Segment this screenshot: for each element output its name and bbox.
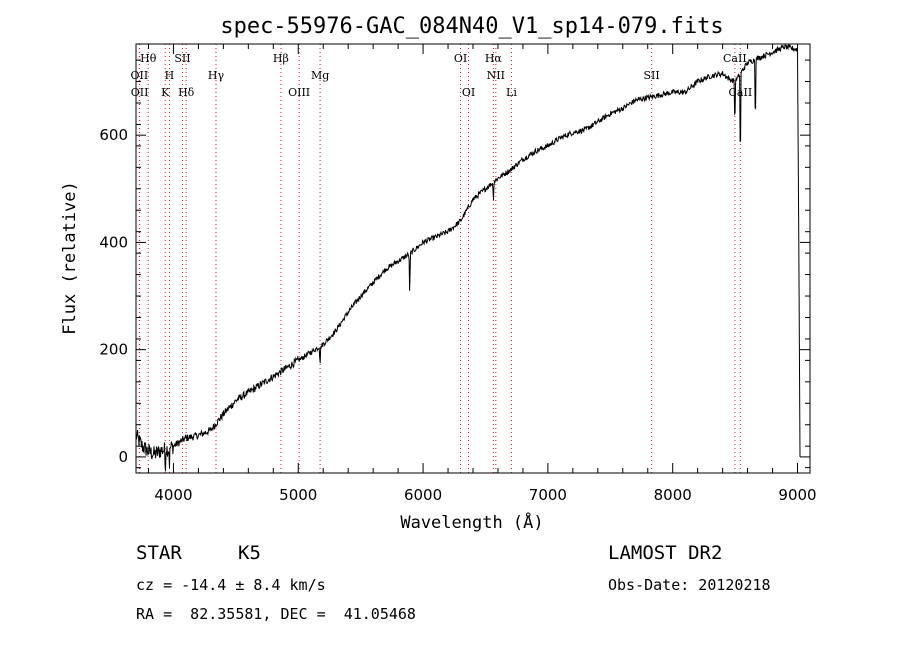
spectral-line-label: OII — [131, 86, 149, 99]
spectral-line-label: SII — [174, 52, 190, 65]
spectral-line-label: Hγ — [208, 69, 225, 82]
x-tick-label: 8000 — [654, 486, 692, 504]
y-tick-label: 400 — [99, 233, 128, 251]
x-tick-label: 9000 — [778, 486, 816, 504]
spectral-line-label: Hβ — [273, 52, 289, 65]
spectral-line-label: K — [161, 86, 170, 99]
spectral-line-label: Mg — [311, 69, 329, 82]
ra-dec-coordinates: RA = 82.35581, DEC = 41.05468 — [136, 605, 416, 623]
x-tick-label: 7000 — [529, 486, 567, 504]
survey-name: LAMOST DR2 — [608, 542, 723, 564]
spectral-line-label: SII — [643, 69, 659, 82]
spectral-line-label: Li — [506, 86, 517, 99]
y-axis-ticks: 0 200 400 600 — [99, 59, 810, 469]
spectral-line-label: Hα — [485, 52, 503, 65]
spectrum-series — [135, 44, 801, 472]
chart-title: spec-55976-GAC_084N40_V1_sp14-079.fits — [220, 14, 723, 39]
spectral-line-label: OI — [454, 52, 467, 65]
spectral-line-label: CaII — [723, 52, 747, 65]
plot-frame — [135, 43, 811, 474]
spectral-line-label: H — [165, 69, 175, 82]
spectral-line-label: Hδ — [178, 86, 195, 99]
spectral-line-label: OIII — [288, 86, 310, 99]
x-axis-ticks: 4000 5000 6000 7000 8000 9000 — [147, 44, 817, 504]
spectral-line-label: Hθ — [140, 52, 157, 65]
spectral-line-label: OII — [131, 69, 149, 82]
redshift-cz: cz = -14.4 ± 8.4 km/s — [136, 576, 326, 594]
y-tick-label: 0 — [118, 448, 128, 466]
spectral-line-label: CaII — [729, 86, 753, 99]
spectral-line-label: NII — [487, 69, 505, 82]
spectral-line-label: OI — [462, 86, 475, 99]
x-tick-label: 6000 — [404, 486, 442, 504]
object-subclass: K5 — [238, 542, 261, 564]
observation-date: Obs-Date: 20120218 — [608, 576, 771, 594]
y-tick-label: 200 — [99, 341, 128, 359]
x-tick-label: 5000 — [279, 486, 317, 504]
x-tick-label: 4000 — [154, 486, 192, 504]
x-axis-label: Wavelength (Å) — [400, 511, 543, 533]
y-tick-label: 600 — [99, 126, 128, 144]
object-class: STAR — [136, 542, 182, 564]
y-axis-label: Flux (relative) — [60, 181, 80, 335]
